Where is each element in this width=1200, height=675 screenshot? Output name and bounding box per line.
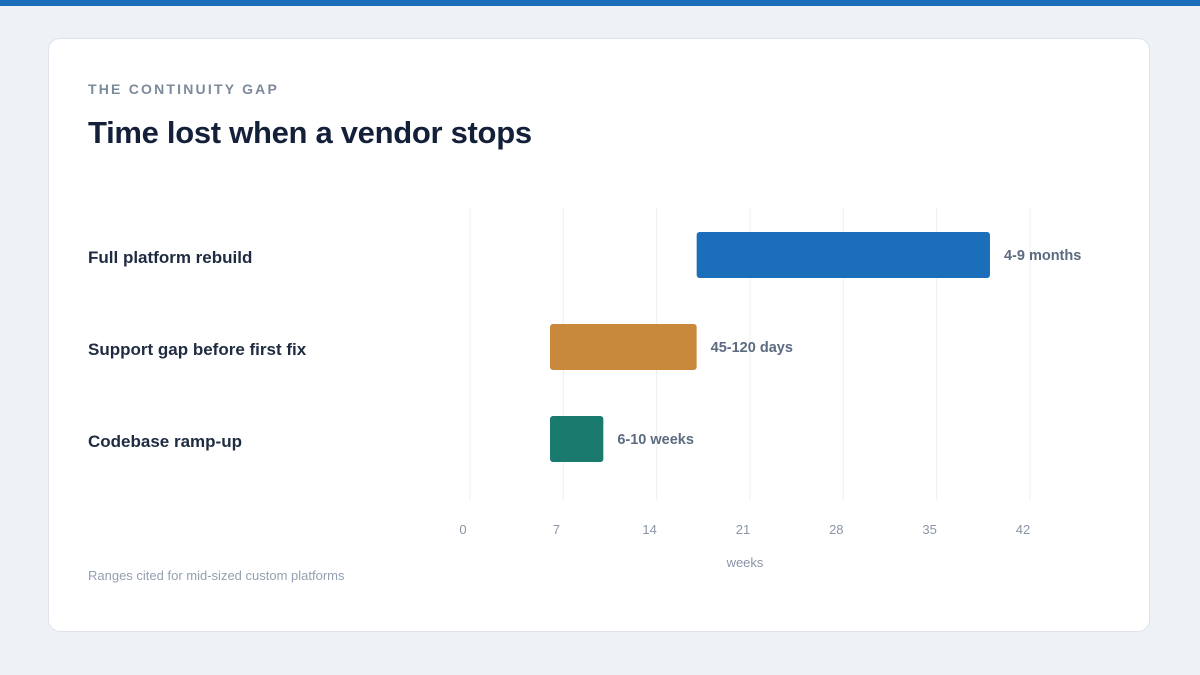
- range-bar: [549, 416, 604, 462]
- category-labels: Full platform rebuild Support gap before …: [88, 248, 307, 451]
- range-bar: [696, 232, 990, 278]
- x-tick-label: 21: [736, 522, 750, 537]
- data-label: 45-120 days: [711, 340, 793, 356]
- footnote: Ranges cited for mid-sized custom platfo…: [88, 568, 345, 583]
- x-tick-label: 14: [642, 522, 656, 537]
- x-tick-label: 42: [1016, 522, 1030, 537]
- range-bar: [549, 324, 697, 370]
- chart-title: Time lost when a vendor stops: [88, 115, 532, 150]
- x-tick-label: 7: [553, 522, 560, 537]
- data-label: 4-9 months: [1004, 248, 1081, 264]
- category-label: Full platform rebuild: [88, 248, 252, 267]
- x-tick-label: 0: [459, 522, 466, 537]
- x-tick-label: 28: [829, 522, 843, 537]
- x-tick-labels: 0 7 14 21 28 35 42: [459, 522, 1030, 537]
- x-axis-title: weeks: [726, 555, 764, 570]
- category-label: Support gap before first fix: [88, 340, 307, 359]
- x-tick-label: 35: [922, 522, 936, 537]
- data-labels: 4-9 months 45-120 days 6-10 weeks: [617, 248, 1081, 448]
- eyebrow-label: THE CONTINUITY GAP: [88, 81, 280, 97]
- category-label: Codebase ramp-up: [88, 432, 242, 451]
- range-bars: [549, 232, 990, 462]
- top-accent-bar: [0, 0, 1200, 6]
- data-label: 6-10 weeks: [617, 432, 694, 448]
